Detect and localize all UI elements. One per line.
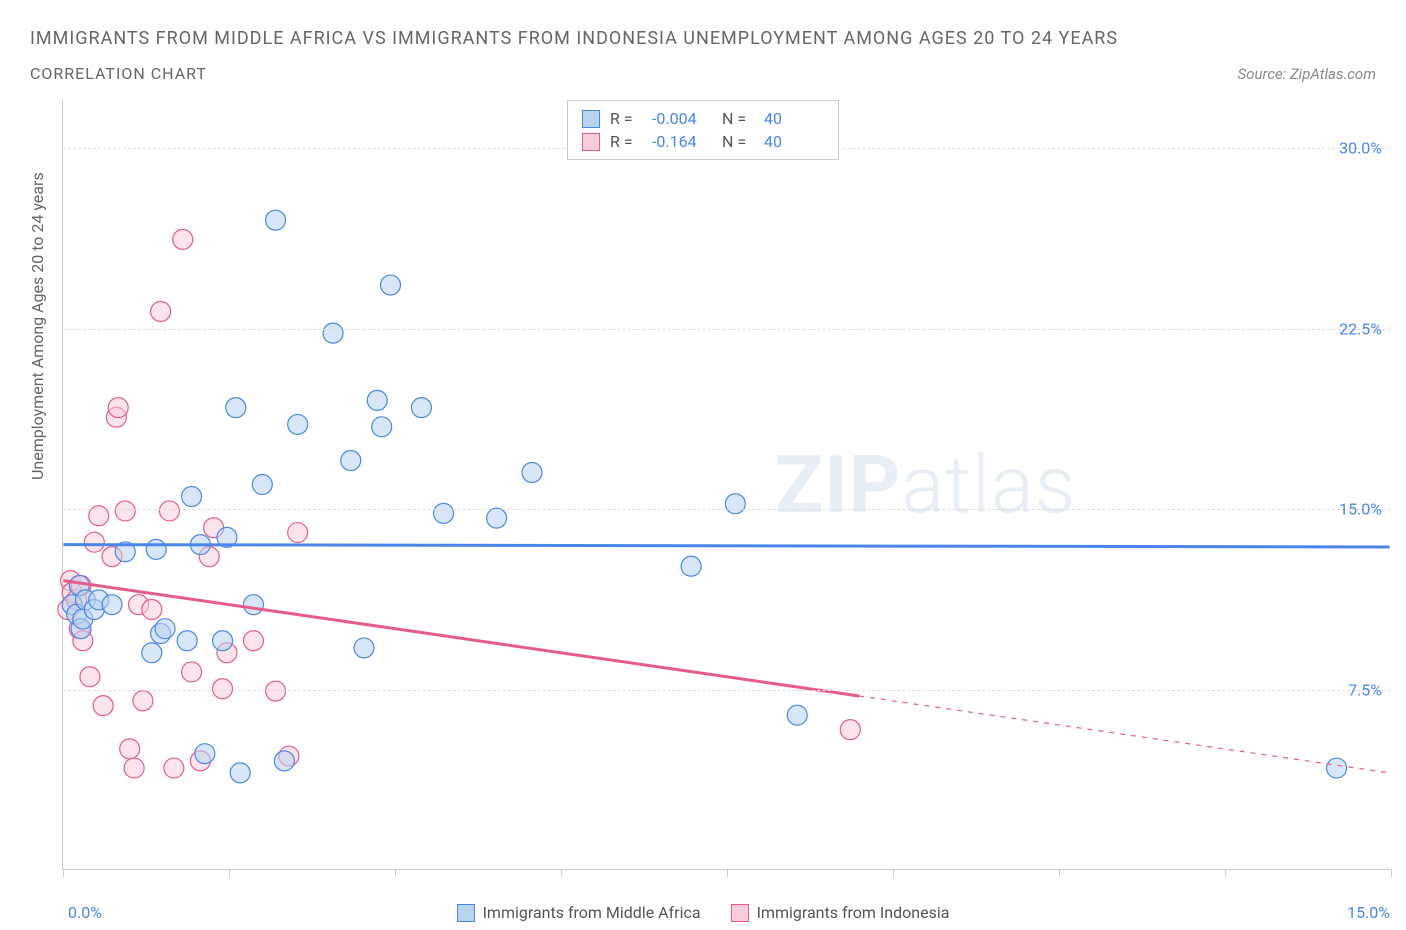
data-point — [372, 417, 392, 437]
data-point — [840, 720, 860, 740]
data-point — [195, 744, 215, 764]
legend-series-label: Immigrants from Middle Africa — [483, 903, 701, 922]
data-point — [159, 501, 179, 521]
n-value: 40 — [764, 109, 824, 128]
legend-series-label: Immigrants from Indonesia — [757, 903, 950, 922]
legend-row: R = -0.004 N = 40 — [582, 107, 824, 130]
r-label: R = — [610, 109, 642, 128]
data-point — [177, 631, 197, 651]
data-point — [102, 595, 122, 615]
data-point — [230, 763, 250, 783]
y-tick-label: 15.0% — [1339, 500, 1382, 519]
x-tick — [63, 869, 64, 877]
gridline — [63, 329, 1390, 330]
data-point — [266, 681, 286, 701]
data-point — [120, 739, 140, 759]
data-point — [142, 599, 162, 619]
data-point — [80, 667, 100, 687]
regression-line — [859, 696, 1390, 773]
data-point — [487, 508, 507, 528]
y-tick-label: 30.0% — [1339, 139, 1382, 158]
data-point — [164, 758, 184, 778]
data-point — [146, 539, 166, 559]
chart-subtitle: CORRELATION CHART — [30, 64, 207, 83]
gridline — [63, 509, 1390, 510]
data-point — [354, 638, 374, 658]
legend-series: Immigrants from Indonesia — [731, 903, 950, 922]
data-point — [182, 662, 202, 682]
source-label: Source: ZipAtlas.com — [1238, 65, 1376, 83]
n-label: N = — [722, 132, 754, 151]
x-min-label: 0.0% — [68, 903, 102, 922]
data-point — [787, 705, 807, 725]
data-point — [288, 414, 308, 434]
r-value: -0.164 — [652, 132, 712, 151]
data-point — [243, 631, 263, 651]
legend-swatch — [731, 904, 749, 922]
data-point — [133, 691, 153, 711]
data-point — [341, 450, 361, 470]
data-point — [288, 523, 308, 543]
data-point — [381, 275, 401, 295]
data-point — [142, 643, 162, 663]
data-point — [274, 751, 294, 771]
bottom-legend: 0.0% 15.0% Immigrants from Middle Africa… — [0, 903, 1406, 922]
regression-line — [63, 545, 1389, 547]
x-tick — [1059, 869, 1060, 877]
legend-row: R = -0.164 N = 40 — [582, 130, 824, 153]
data-point — [411, 398, 431, 418]
correlation-legend: R = -0.004 N = 40 R = -0.164 N = 40 — [567, 100, 839, 160]
data-point — [243, 595, 263, 615]
data-point — [323, 323, 343, 343]
r-value: -0.004 — [652, 109, 712, 128]
data-point — [151, 301, 171, 321]
data-point — [182, 487, 202, 507]
data-point — [84, 532, 104, 552]
data-point — [681, 556, 701, 576]
x-tick — [893, 869, 894, 877]
y-axis-label: Unemployment Among Ages 20 to 24 years — [28, 172, 47, 480]
data-point — [115, 501, 135, 521]
x-max-label: 15.0% — [1347, 903, 1390, 922]
x-tick — [1225, 869, 1226, 877]
gridline — [63, 690, 1390, 691]
data-point — [155, 619, 175, 639]
data-point — [252, 475, 272, 495]
data-point — [173, 229, 193, 249]
x-tick — [727, 869, 728, 877]
data-point — [93, 696, 113, 716]
scatter-svg — [63, 100, 1390, 869]
r-label: R = — [610, 132, 642, 151]
data-point — [367, 390, 387, 410]
x-tick — [1391, 869, 1392, 877]
x-tick — [229, 869, 230, 877]
data-point — [266, 210, 286, 230]
legend-swatch — [457, 904, 475, 922]
data-point — [124, 758, 144, 778]
legend-series: Immigrants from Middle Africa — [457, 903, 701, 922]
x-tick — [395, 869, 396, 877]
plot-area: ZIPatlas 7.5%15.0%22.5%30.0% — [62, 100, 1390, 870]
n-label: N = — [722, 109, 754, 128]
data-point — [108, 398, 128, 418]
data-point — [1327, 758, 1347, 778]
chart-title: IMMIGRANTS FROM MIDDLE AFRICA VS IMMIGRA… — [30, 28, 1376, 49]
data-point — [213, 631, 233, 651]
data-point — [434, 503, 454, 523]
n-value: 40 — [764, 132, 824, 151]
x-tick — [561, 869, 562, 877]
data-point — [226, 398, 246, 418]
data-point — [725, 494, 745, 514]
legend-swatch — [582, 133, 600, 151]
legend-swatch — [582, 110, 600, 128]
y-tick-label: 22.5% — [1339, 319, 1382, 338]
data-point — [522, 462, 542, 482]
y-tick-label: 7.5% — [1348, 680, 1382, 699]
